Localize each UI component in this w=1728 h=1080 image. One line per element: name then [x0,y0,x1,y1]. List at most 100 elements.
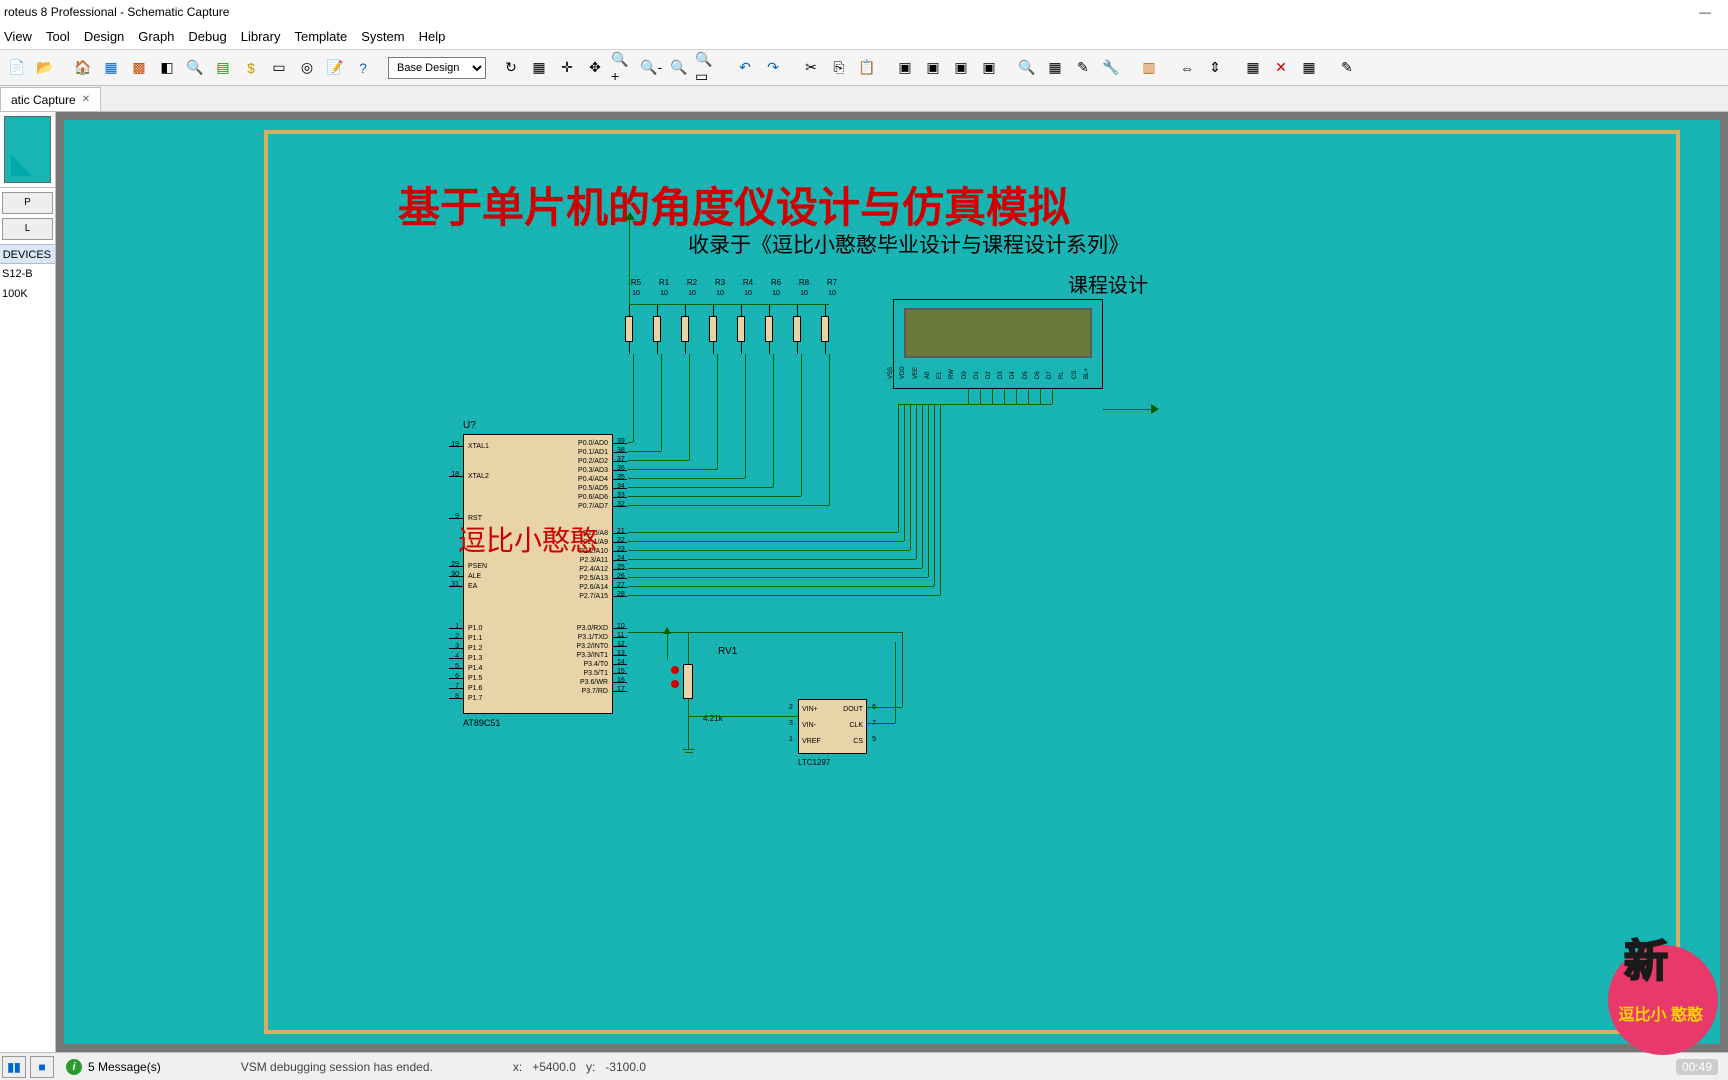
wire [629,219,630,304]
home-button[interactable]: 🏠 [70,55,96,81]
property-button[interactable]: ✎ [1334,55,1360,81]
block-delete-button[interactable]: ▣ [976,55,1002,81]
rv1-ref: RV1 [718,646,737,657]
refresh-button[interactable]: ↻ [498,55,524,81]
resistor[interactable]: R6 10 [763,304,775,354]
help-button[interactable]: ? [350,55,376,81]
p-button[interactable]: P [2,192,53,214]
rv1-up-button[interactable] [671,666,679,674]
resistor[interactable]: R5 10 [623,304,635,354]
menu-debug[interactable]: Debug [188,29,226,44]
grid-button[interactable]: ▦ [526,55,552,81]
watermark-badge: 新 逗比小 憨憨 [1588,925,1718,1055]
status-messages[interactable]: i 5 Message(s) [66,1059,161,1075]
undo-button[interactable]: ↶ [732,55,758,81]
info-icon: i [66,1059,82,1075]
copy-button[interactable]: ⎘ [826,55,852,81]
pause-button[interactable]: ▮▮ [2,1056,26,1078]
zoom-in-button[interactable]: 🔍+ [610,55,636,81]
mcu-component[interactable]: XTAL119XTAL218RST9PSEN29ALE30EA31P1.01P1… [463,434,613,714]
zoom-button[interactable]: 🔍 [182,55,208,81]
menu-help[interactable]: Help [419,29,446,44]
adc-component[interactable]: VIN+2VIN-3VREF1DOUT6CLK7CS5 [798,699,867,754]
pcb-button[interactable]: ▩ [126,55,152,81]
badge-big-text: 新 [1624,925,1668,989]
device-item[interactable]: 100K [0,284,55,304]
menu-library[interactable]: Library [241,29,281,44]
tools-button[interactable]: 🔧 [1098,55,1124,81]
time-badge: 00:49 [1676,1059,1718,1075]
package-button[interactable]: ▦ [1042,55,1068,81]
menu-template[interactable]: Template [294,29,347,44]
window-controls: — [1682,5,1728,19]
resistor[interactable]: R3 10 [707,304,719,354]
tab-schematic[interactable]: atic Capture ✕ [0,87,101,111]
stop-button[interactable]: ■ [30,1056,54,1078]
resistor[interactable]: R4 10 [735,304,747,354]
menu-bar: View Tool Design Graph Debug Library Tem… [0,24,1728,50]
erc-button[interactable]: ▦ [1240,55,1266,81]
pick-button[interactable]: 🔍 [1014,55,1040,81]
zoom-area-button[interactable]: 🔍▭ [694,55,720,81]
overview-thumbnail[interactable] [0,112,55,188]
schematic-canvas[interactable]: 基于单片机的角度仪设计与仿真模拟 收录于《逗比小憨憨毕业设计与课程设计系列》 课… [64,120,1720,1044]
devices-header: DEVICES [0,244,55,264]
badge-small-text: 逗比小 憨憨 [1619,1007,1703,1025]
resistor-row: R5 10 R1 10 R2 10 R3 10 [623,304,831,354]
device-item[interactable]: S12-B [0,264,55,284]
l-button[interactable]: L [2,218,53,240]
new-button[interactable]: 📄 [4,55,30,81]
menu-system[interactable]: System [361,29,404,44]
origin-button[interactable]: ✛ [554,55,580,81]
bom-button[interactable]: ▤ [210,55,236,81]
menu-tool[interactable]: Tool [46,29,70,44]
menu-graph[interactable]: Graph [138,29,174,44]
rv1-body [683,664,693,699]
adc-name: LTC1297 [798,758,830,767]
design-selector[interactable]: Base Design [388,57,486,79]
mirror-h-button[interactable]: ⇔ [1174,55,1200,81]
resistor[interactable]: R2 10 [679,304,691,354]
messages-label: 5 Message(s) [88,1060,161,1074]
minimize-button[interactable]: — [1682,5,1728,19]
schematic-button[interactable]: ▦ [98,55,124,81]
zoom-fit-button[interactable]: 🔍 [666,55,692,81]
resistor[interactable]: R1 10 [651,304,663,354]
schematic-content: 基于单片机的角度仪设计与仿真模拟 收录于《逗比小憨憨毕业设计与课程设计系列》 课… [268,134,1676,1030]
tab-close-button[interactable]: ✕ [82,94,90,105]
compile-button[interactable]: ▦ [1296,55,1322,81]
resistor[interactable]: R7 10 [819,304,831,354]
schematic-watermark: 逗比小憨憨 [458,519,598,559]
left-panel: P L DEVICES S12-B 100K [0,112,56,1052]
lcd-pins: VSSVDDVEEA0E1RWD0D1D2D3D4D5D6D7RLCSBL+ [894,361,1102,385]
rv1-down-button[interactable] [671,680,679,688]
pan-button[interactable]: ✥ [582,55,608,81]
wire-edit-button[interactable]: ▥ [1136,55,1162,81]
lcd-component[interactable]: VSSVDDVEEA0E1RWD0D1D2D3D4D5D6D7RLCSBL+ [893,299,1103,389]
resistor[interactable]: R8 10 [791,304,803,354]
paste-button[interactable]: 📋 [854,55,880,81]
decompose-button[interactable]: ✎ [1070,55,1096,81]
block-move-button[interactable]: ▣ [920,55,946,81]
netlist-button[interactable]: ✕ [1268,55,1294,81]
block-copy-button[interactable]: ▣ [892,55,918,81]
block-rotate-button[interactable]: ▣ [948,55,974,81]
3d-button[interactable]: ◧ [154,55,180,81]
zoom-out-button[interactable]: 🔍- [638,55,664,81]
open-button[interactable]: 📂 [32,55,58,81]
cut-button[interactable]: ✂ [798,55,824,81]
redo-button[interactable]: ↷ [760,55,786,81]
code-button[interactable]: ▭ [266,55,292,81]
gerber-button[interactable]: ◎ [294,55,320,81]
toolbar: 📄 📂 🏠 ▦ ▩ ◧ 🔍 ▤ $ ▭ ◎ 📝 ? Base Design ↻ … [0,50,1728,86]
rv1-component[interactable]: RV1 4.21k [683,664,693,699]
notes-button[interactable]: 📝 [322,55,348,81]
cost-button[interactable]: $ [238,55,264,81]
schematic-title: 基于单片机的角度仪设计与仿真模拟 [398,174,1070,235]
menu-view[interactable]: View [4,29,32,44]
main-area: P L DEVICES S12-B 100K 基于单片机的角度仪设计与仿真模拟 … [0,112,1728,1052]
mirror-v-button[interactable]: ⇕ [1202,55,1228,81]
canvas-wrap: 基于单片机的角度仪设计与仿真模拟 收录于《逗比小憨憨毕业设计与课程设计系列》 课… [56,112,1728,1052]
title-bar: roteus 8 Professional - Schematic Captur… [0,0,1728,24]
menu-design[interactable]: Design [84,29,124,44]
